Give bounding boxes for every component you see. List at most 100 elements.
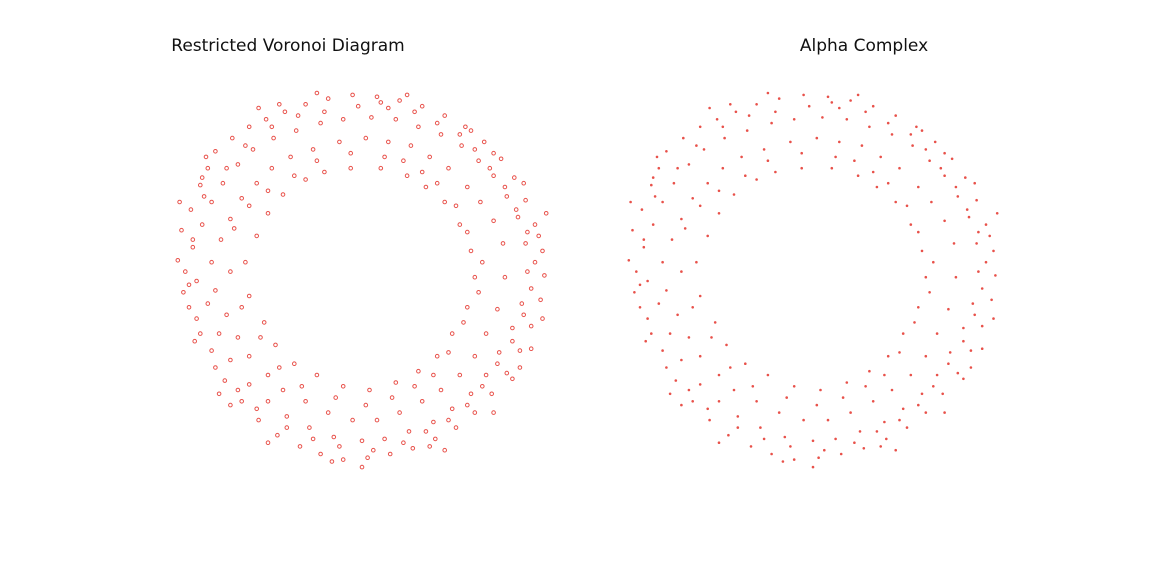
data-point xyxy=(322,169,327,175)
data-point xyxy=(807,104,811,108)
data-point xyxy=(747,114,751,117)
data-point xyxy=(802,418,805,422)
data-point xyxy=(698,354,702,358)
data-point xyxy=(725,343,728,347)
data-point xyxy=(717,400,721,403)
data-point xyxy=(449,406,455,412)
data-point xyxy=(845,118,849,121)
data-point xyxy=(235,335,241,340)
data-point xyxy=(885,437,888,441)
data-point xyxy=(190,244,196,250)
data-point xyxy=(695,260,698,264)
data-point xyxy=(293,128,299,133)
data-point xyxy=(363,135,369,141)
data-point xyxy=(770,452,773,456)
data-point xyxy=(427,154,433,160)
data-point xyxy=(472,410,478,415)
data-point xyxy=(879,445,882,448)
data-point xyxy=(962,326,965,330)
data-point xyxy=(956,195,960,198)
data-point xyxy=(777,411,781,414)
data-point xyxy=(708,106,711,110)
data-point xyxy=(502,184,508,190)
data-point xyxy=(924,411,928,414)
data-point xyxy=(369,115,374,120)
data-point xyxy=(950,157,954,161)
data-point xyxy=(952,242,956,245)
data-point xyxy=(540,248,545,254)
data-point xyxy=(917,185,920,189)
data-point xyxy=(397,410,402,415)
data-point xyxy=(292,173,297,178)
data-point xyxy=(849,99,852,102)
data-point xyxy=(510,376,515,382)
data-point xyxy=(802,93,805,97)
alpha-complex-plot xyxy=(627,91,999,469)
data-point xyxy=(256,105,261,111)
data-point xyxy=(224,312,229,318)
data-point xyxy=(427,444,433,449)
data-point xyxy=(446,417,451,423)
data-point xyxy=(721,166,725,170)
data-point xyxy=(755,400,758,403)
data-point xyxy=(246,293,252,299)
data-point xyxy=(920,392,924,396)
data-point xyxy=(680,217,683,221)
data-point xyxy=(691,400,694,403)
data-point xyxy=(303,399,308,404)
data-point xyxy=(943,219,946,223)
data-point xyxy=(762,148,766,151)
data-point xyxy=(314,372,320,378)
data-point xyxy=(871,104,875,108)
data-point xyxy=(988,234,991,238)
data-point xyxy=(817,456,820,460)
data-point xyxy=(528,286,534,291)
data-point xyxy=(745,129,749,132)
data-point xyxy=(886,121,890,125)
data-point xyxy=(378,165,384,171)
data-point xyxy=(457,222,463,227)
data-point xyxy=(723,136,726,140)
data-point xyxy=(823,448,826,452)
data-point xyxy=(410,446,416,451)
data-point xyxy=(350,417,355,423)
data-point xyxy=(792,458,796,461)
data-point xyxy=(672,181,676,185)
data-point xyxy=(401,440,406,446)
data-point xyxy=(729,103,732,106)
data-point xyxy=(438,387,444,393)
data-point xyxy=(683,227,687,230)
data-point xyxy=(378,100,384,105)
data-point xyxy=(367,387,372,393)
data-point xyxy=(939,166,943,170)
data-point xyxy=(468,248,474,254)
data-point xyxy=(386,105,391,111)
data-point xyxy=(487,165,493,171)
data-point xyxy=(783,435,787,439)
data-point xyxy=(695,144,698,147)
data-point xyxy=(905,426,909,429)
data-point xyxy=(834,437,837,441)
data-point xyxy=(864,385,867,388)
data-point xyxy=(512,175,517,180)
data-point xyxy=(371,447,376,453)
data-point xyxy=(815,403,819,407)
data-point xyxy=(727,433,730,437)
data-point xyxy=(909,133,913,136)
data-point xyxy=(947,307,950,311)
data-point xyxy=(932,385,935,388)
data-point xyxy=(980,324,984,328)
data-point xyxy=(333,395,339,400)
data-point xyxy=(282,109,288,115)
data-point xyxy=(205,301,211,306)
data-point xyxy=(500,241,506,246)
data-point xyxy=(924,148,928,151)
data-point xyxy=(698,294,702,298)
data-point xyxy=(990,298,993,302)
data-point xyxy=(661,200,664,204)
data-point xyxy=(702,148,706,151)
data-point xyxy=(894,448,897,452)
data-point xyxy=(715,118,719,121)
data-point xyxy=(476,290,481,295)
data-point xyxy=(826,95,830,99)
